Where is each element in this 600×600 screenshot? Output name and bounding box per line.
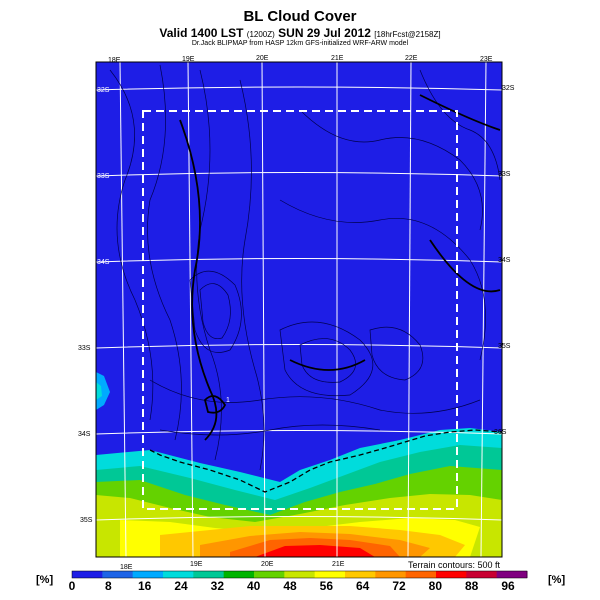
colorbar-tick-label: 8 (104, 579, 112, 593)
contour-note: Terrain contours: 500 ft (408, 560, 501, 570)
left-lat-label: 34S (97, 259, 110, 266)
model-credits: Dr.Jack BLIPMAP from HASP 12km GFS-initi… (191, 40, 409, 47)
left-lat-label: 32S (97, 87, 110, 94)
bottom-lon-label: 21E (332, 561, 345, 568)
right-lat-label: 35S (498, 343, 511, 350)
point-label: 1 (226, 397, 230, 404)
top-lon-label: 18E (108, 57, 121, 64)
colorbar-tick-label: 72 (392, 579, 406, 593)
colorbar-segment (72, 571, 103, 578)
colorbar-tick-label: 40 (246, 579, 261, 593)
colorbar-tick-label: 24 (174, 579, 188, 593)
utc-time: (1200Z) (246, 30, 275, 39)
colorbar-segment (254, 571, 285, 578)
grid-labels: 18E 19E 20E 21E 22E 23E 18E 19E 20E 21E … (78, 55, 515, 571)
top-lon-label: 22E (405, 55, 418, 62)
major-contours (179, 94, 501, 441)
top-lon-label: 21E (331, 55, 344, 62)
colorbar-segment (102, 571, 134, 578)
valid-time: Valid 1400 LST (159, 26, 244, 40)
colorbar-segment (466, 571, 498, 578)
colorbar-tick-label: 80 (428, 579, 442, 593)
left-lat-label-outer: 35S (80, 517, 93, 524)
forecast-info: [18hrFcst@2158Z] (374, 30, 441, 39)
left-lat-label-outer: 34S (78, 431, 91, 438)
colorbar-tick-label: 64 (355, 579, 370, 593)
colorbar-tick-label: 16 (137, 579, 152, 593)
top-lon-label: 20E (256, 55, 269, 62)
left-lat-label-outer: 33S (78, 345, 91, 352)
colorbar-unit-left: [%] (36, 574, 54, 586)
colorbar-segment (345, 571, 376, 578)
inner-domain-box (142, 110, 458, 510)
colorbar-segment (375, 571, 407, 578)
colorbar-tick-label: 96 (501, 579, 515, 593)
colorbar-tick-label: 0 (68, 579, 76, 593)
bottom-lon-label: 18E (120, 564, 133, 571)
right-lat-label: 36S (494, 429, 507, 436)
colorbar-segment (496, 571, 528, 578)
colorbar-segment (314, 571, 346, 578)
colorbar-segment (223, 571, 255, 578)
colorbar-segment (132, 571, 164, 578)
top-lon-label: 19E (182, 56, 195, 63)
right-lat-label: 32S (502, 85, 515, 92)
valid-date: SUN 29 Jul 2012 (278, 26, 371, 40)
coastline (149, 429, 503, 493)
colorbar-segment (163, 571, 194, 578)
colorbar-segment (193, 571, 225, 578)
map-subtitle: Valid 1400 LST (1200Z) SUN 29 Jul 2012 [… (0, 26, 600, 40)
colorbar-tick-label: 48 (283, 579, 297, 593)
colorbar-unit-right: [%] (548, 574, 566, 586)
colorbar-segment (436, 571, 467, 578)
top-lon-label: 23E (480, 56, 493, 63)
bottom-lon-label: 19E (190, 561, 203, 568)
colorbar-tick-label: 56 (319, 579, 333, 593)
map-title: BL Cloud Cover (243, 8, 357, 25)
colorbar (71, 570, 528, 579)
left-lat-label: 33S (97, 173, 110, 180)
colorbar-segment (284, 571, 316, 578)
right-lat-label: 33S (498, 171, 511, 178)
colorbar-tick-label: 88 (464, 579, 479, 593)
bottom-lon-label: 20E (261, 561, 274, 568)
colorbar-frame (71, 570, 528, 579)
map-frame (95, 61, 503, 558)
colorbar-segment (405, 571, 437, 578)
right-lat-label: 34S (498, 257, 511, 264)
colorbar-tick-label: 32 (210, 579, 224, 593)
